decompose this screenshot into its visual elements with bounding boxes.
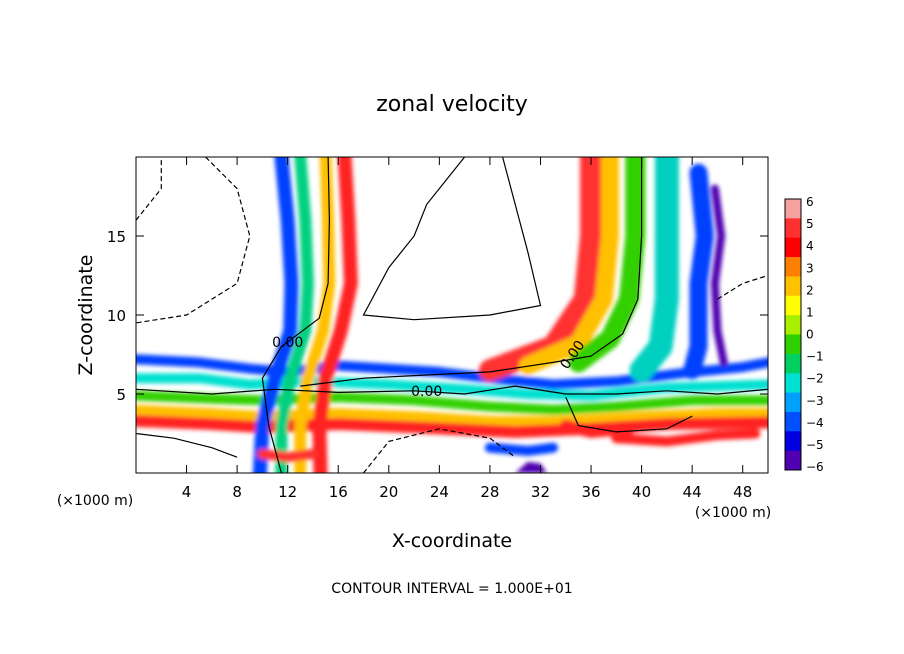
y-tick-label: 15 xyxy=(107,228,126,246)
colorbar-swatch xyxy=(785,199,801,219)
y-tick-label: 10 xyxy=(107,307,126,325)
y-axis: 5 10 15 xyxy=(107,228,768,404)
x-tick-label: 4 xyxy=(182,483,192,501)
colorbar-tick-label: 6 xyxy=(806,195,814,209)
contour-interval-note: CONTOUR INTERVAL = 1.000E+01 xyxy=(331,581,572,597)
colorbar-tick-label: −5 xyxy=(806,438,824,452)
colorbar-swatch xyxy=(785,257,801,277)
colorbar-swatch xyxy=(785,237,801,258)
colorbar-tick-label: −2 xyxy=(806,372,824,386)
colorbar-frame xyxy=(784,198,802,471)
lower-red xyxy=(257,449,318,463)
contour-label: 0.00 xyxy=(411,384,442,400)
colorbar-tick-label: 5 xyxy=(806,217,814,231)
colorbar-tick-label: 0 xyxy=(806,328,814,342)
x-unit-label: (×1000 m) xyxy=(695,505,771,521)
x-tick-label: 12 xyxy=(278,483,297,501)
right-column-cyan xyxy=(629,157,679,383)
x-tick-label: 20 xyxy=(379,483,398,501)
colorbar: 6 5 4 3 2 1 0 −1 −2 −3 −4 −5 −6 xyxy=(784,195,824,474)
negative-contour xyxy=(717,274,768,300)
colorbar-swatch xyxy=(785,353,801,374)
zero-contour xyxy=(565,396,693,433)
colorbar-tick-label: 3 xyxy=(806,261,814,275)
x-tick-label: 16 xyxy=(329,483,348,501)
lower-blue xyxy=(484,442,559,456)
colorbar-tick-label: −6 xyxy=(806,460,824,474)
left-column-yellow xyxy=(294,157,336,473)
y-unit-label: (×1000 m) xyxy=(57,493,133,509)
colorbar-swatch xyxy=(785,315,801,335)
colorbar-swatch xyxy=(785,276,801,297)
colorbar-swatch xyxy=(785,334,801,355)
lower-right-red xyxy=(559,419,635,438)
red-band xyxy=(136,414,768,438)
zero-contour xyxy=(300,157,643,387)
colorbar-tick-label: 4 xyxy=(806,239,814,253)
left-column-red xyxy=(312,157,358,473)
x-tick-label: 36 xyxy=(581,483,600,501)
negative-contour xyxy=(363,428,516,473)
x-axis-label: X-coordinate xyxy=(392,530,512,552)
right-column-blue xyxy=(683,163,714,380)
x-axis: 4 8 12 16 20 24 28 32 36 40 44 48 xyxy=(182,157,752,501)
zero-contour xyxy=(362,157,542,321)
colorbar-swatch xyxy=(785,431,801,452)
x-tick-label: 8 xyxy=(232,483,242,501)
contour-label: 0.00 xyxy=(272,335,303,351)
x-tick-label: 44 xyxy=(683,483,702,501)
lower-purple xyxy=(515,461,547,473)
x-tick-label: 24 xyxy=(430,483,449,501)
cyan-band xyxy=(136,373,768,401)
right-column-yellow xyxy=(518,157,619,375)
colorbar-tick-label: 2 xyxy=(806,283,814,297)
x-tick-label: 48 xyxy=(733,483,752,501)
colorbar-tick-label: −4 xyxy=(806,416,824,430)
left-column-blue xyxy=(252,157,299,473)
colorbar-swatch xyxy=(785,450,801,471)
colorbar-swatch xyxy=(785,373,801,394)
green-band xyxy=(136,390,768,415)
blue-band xyxy=(136,354,768,390)
negative-contour xyxy=(136,157,162,221)
colorbar-tick-label: −3 xyxy=(806,394,824,408)
zero-contour xyxy=(261,157,331,473)
y-tick-label: 5 xyxy=(116,386,126,404)
x-tick-label: 28 xyxy=(480,483,499,501)
velocity-field xyxy=(136,157,768,473)
colorbar-swatch xyxy=(785,392,801,413)
zero-contour xyxy=(136,432,238,458)
chart-title: zonal velocity xyxy=(376,92,528,117)
right-column-green xyxy=(568,157,646,373)
colorbar-tick-label: 1 xyxy=(806,305,814,319)
x-tick-label: 40 xyxy=(632,483,651,501)
colorbar-tick-label: −1 xyxy=(806,350,824,364)
y-axis-label: Z-coordinate xyxy=(75,255,97,376)
colorbar-swatch xyxy=(785,411,801,432)
negative-contour xyxy=(136,157,251,324)
colorbar-swatch xyxy=(785,218,801,239)
yellow-band xyxy=(136,404,768,426)
x-tick-label: 32 xyxy=(531,483,550,501)
left-column-green xyxy=(275,157,314,473)
lower-right-red-2 xyxy=(611,428,761,447)
zero-contours: 0.000.000.00 xyxy=(136,157,768,473)
colorbar-swatch xyxy=(785,295,801,316)
right-column-purple xyxy=(710,184,728,367)
